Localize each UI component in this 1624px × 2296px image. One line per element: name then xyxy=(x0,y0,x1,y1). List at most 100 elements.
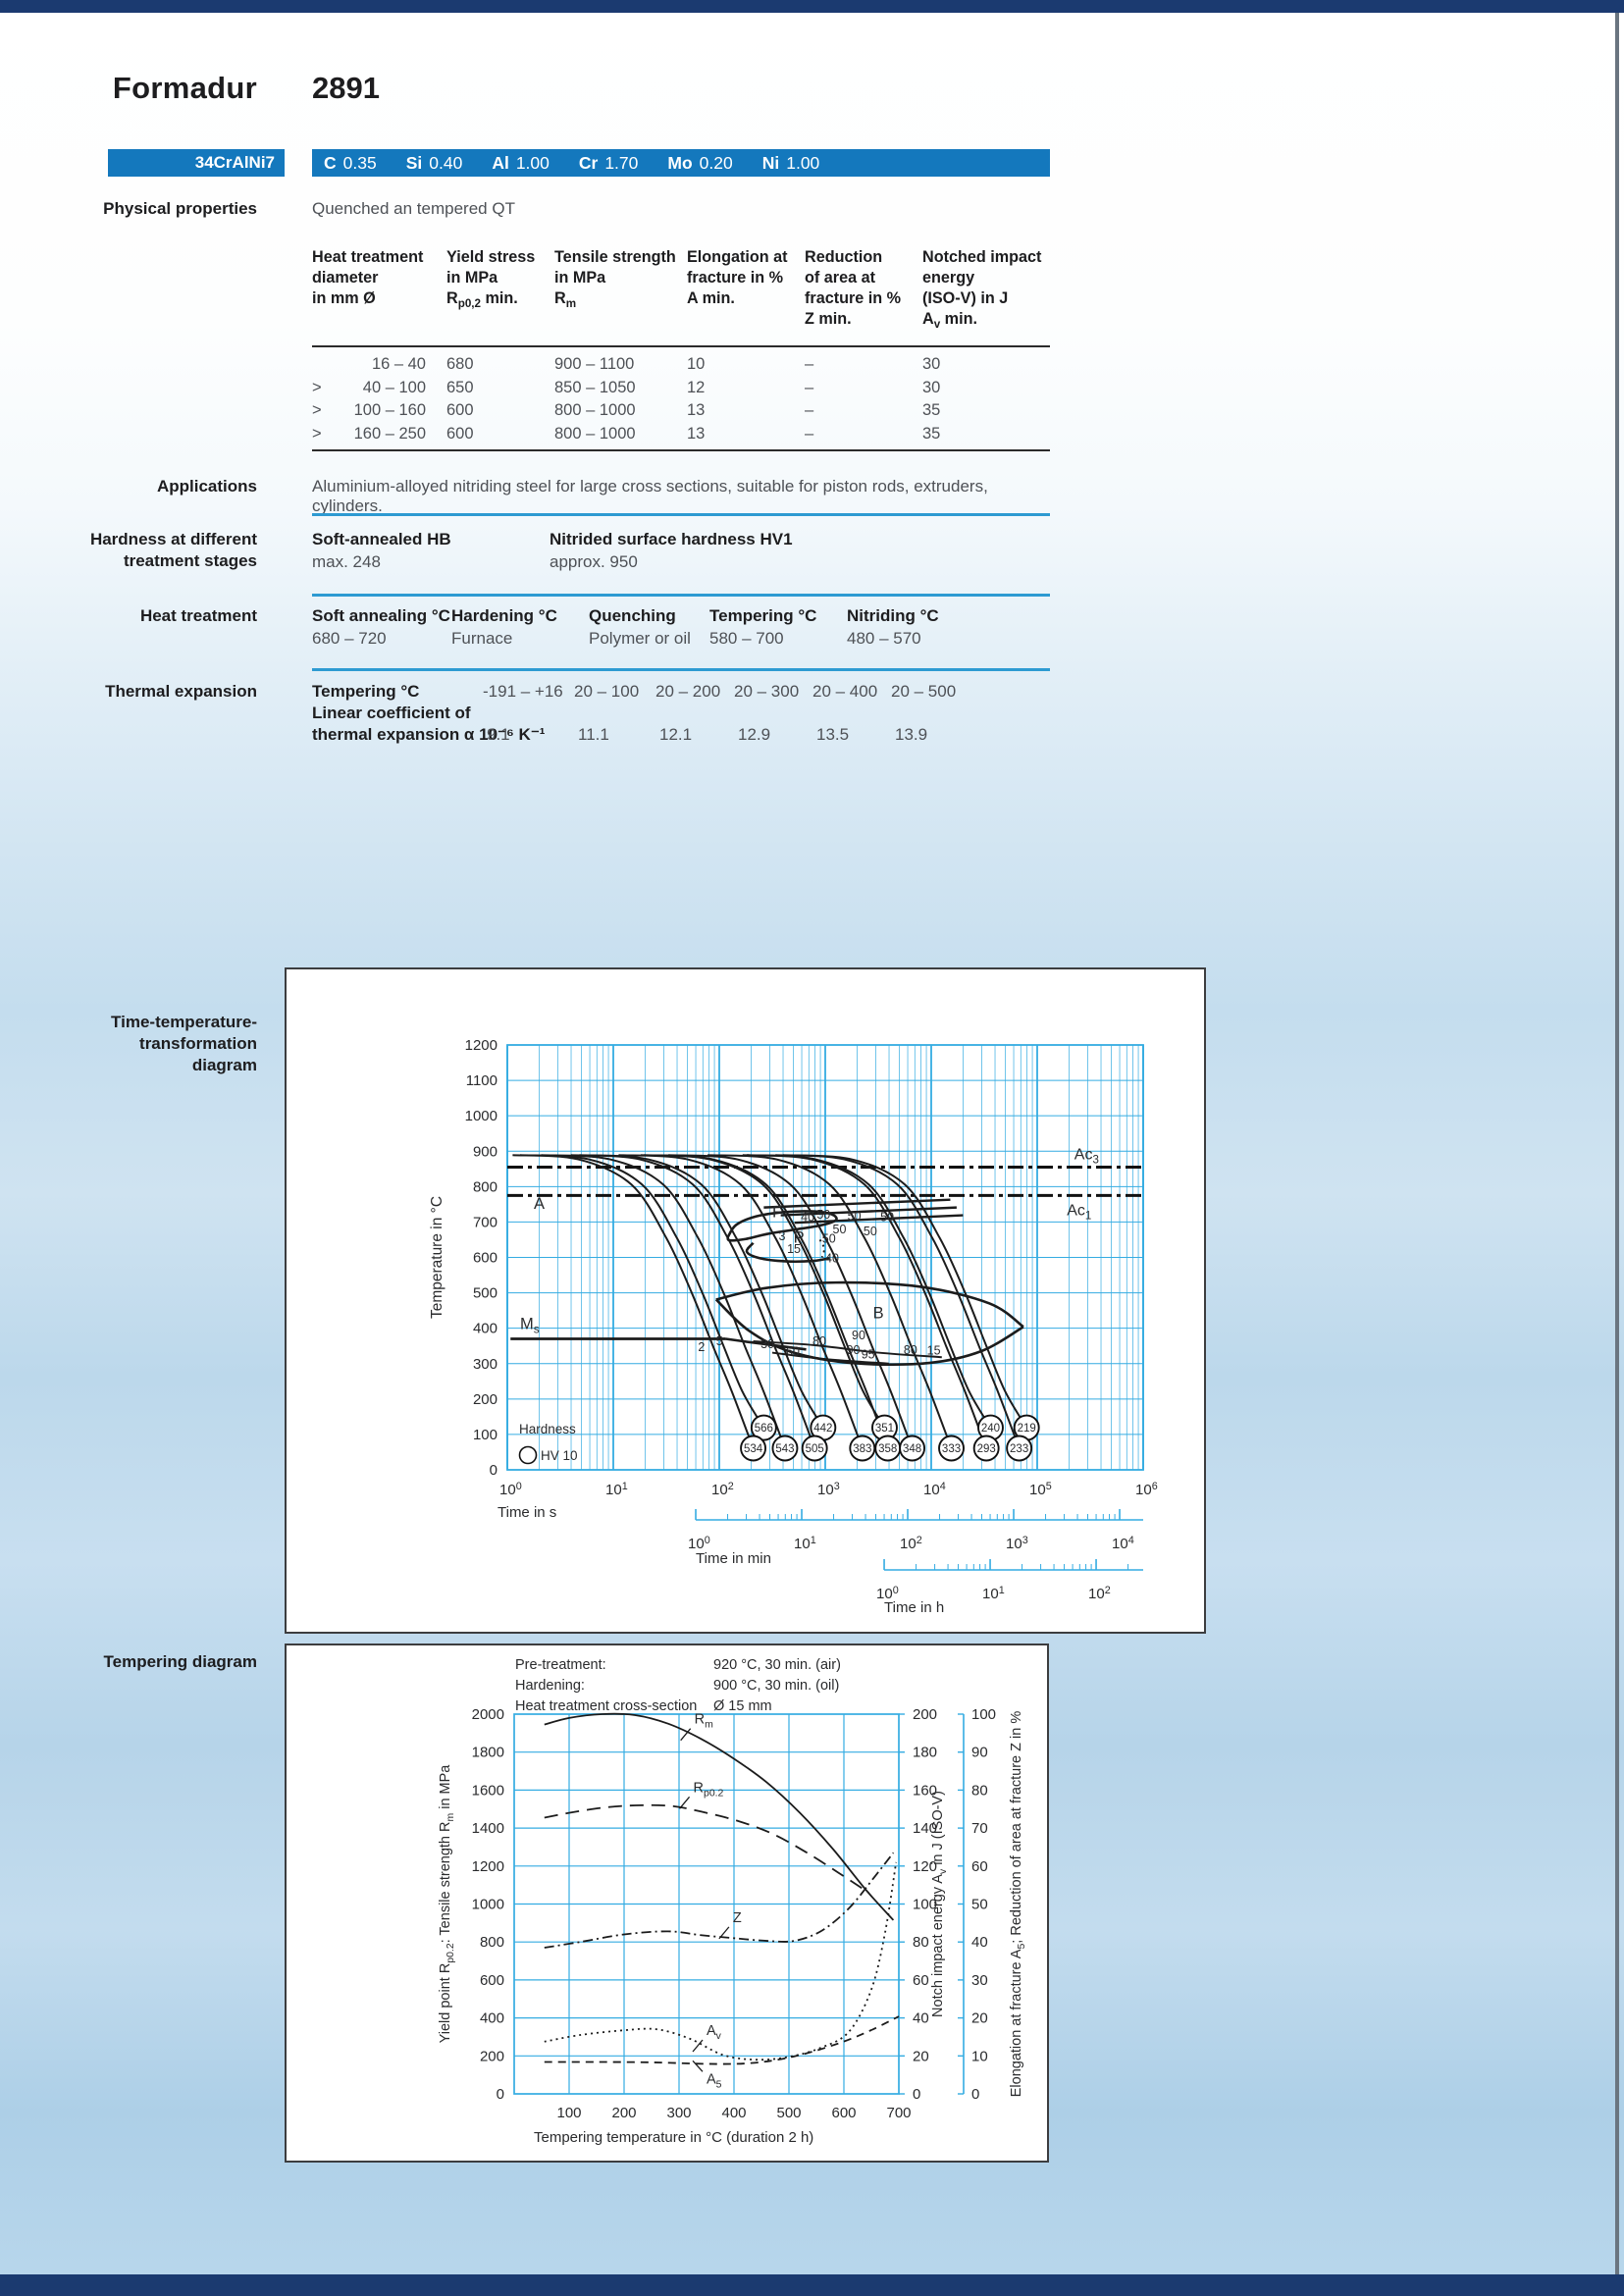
svg-text:0: 0 xyxy=(497,2086,504,2103)
tempering-curves xyxy=(544,1712,900,2065)
column-value: Furnace xyxy=(451,629,513,648)
svg-text:5: 5 xyxy=(716,1334,723,1348)
svg-text:F: F xyxy=(772,1204,782,1222)
applications-text: Aluminium-alloyed nitriding steel for la… xyxy=(312,477,988,515)
thermal-value: 9.1 xyxy=(487,725,510,744)
svg-text:500: 500 xyxy=(776,2105,801,2121)
svg-text:358: 358 xyxy=(878,1443,897,1455)
svg-text:P: P xyxy=(794,1229,805,1247)
svg-text:104: 104 xyxy=(1112,1535,1134,1552)
brand-title: Formadur xyxy=(112,71,257,105)
svg-text:1000: 1000 xyxy=(465,1108,498,1124)
svg-text:15: 15 xyxy=(787,1242,801,1256)
svg-text:200: 200 xyxy=(913,1706,937,1723)
tempering-mid-axis: 0 20 40 60 80 100 120 140 160 180 200 Notch impact … xyxy=(899,1706,949,2103)
ttt-ref-lines: Ac3 Ac1 xyxy=(507,1146,1143,1222)
svg-text:50: 50 xyxy=(864,1225,877,1238)
section-label-hardness-2: treatment stages xyxy=(123,551,257,570)
svg-text:920 °C, 30 min. (air): 920 °C, 30 min. (air) xyxy=(713,1657,841,1673)
column-value: max. 248 xyxy=(312,552,381,571)
table-cell: 30 xyxy=(922,355,941,373)
composition-item: Cr 1.70 xyxy=(578,152,639,173)
svg-text:Z: Z xyxy=(733,1910,742,1926)
svg-text:90: 90 xyxy=(847,1343,861,1357)
table-cell: 680 xyxy=(446,355,474,373)
svg-text:Yield point Rp0.2: Tensile str: Yield point Rp0.2: Tensile strength Rm i… xyxy=(438,1764,456,2044)
svg-text:80: 80 xyxy=(904,1343,917,1357)
table-cell: 900 – 1100 xyxy=(554,355,635,373)
svg-text:100: 100 xyxy=(971,1706,996,1723)
table-cell: 16 – 40 xyxy=(371,355,426,373)
tempering-x-axis: 100 200 300 400 500 600 700 Tempering temperatu… xyxy=(534,2105,912,2146)
ttt-hardness-circles: 566 442 351 240 219 534 543 505 383 358 348 333 293 2… xyxy=(740,1414,1040,1462)
svg-text:70: 70 xyxy=(971,1820,988,1837)
thermal-value: 13.9 xyxy=(895,725,928,744)
svg-text:106: 106 xyxy=(1135,1481,1158,1498)
svg-text:300: 300 xyxy=(666,2105,691,2121)
svg-text:1200: 1200 xyxy=(472,1858,504,1875)
svg-text:400: 400 xyxy=(473,1321,498,1337)
svg-text:233: 233 xyxy=(1010,1443,1028,1455)
table-cell: 600 xyxy=(446,401,474,419)
svg-text:101: 101 xyxy=(794,1535,816,1552)
designation-badge: 34CrAlNi7 xyxy=(108,149,285,177)
svg-text:105: 105 xyxy=(1029,1481,1052,1498)
column-title: Nitriding °C xyxy=(847,606,939,625)
svg-text:900 °C, 30 min. (oil): 900 °C, 30 min. (oil) xyxy=(713,1678,839,1694)
svg-text:103: 103 xyxy=(1006,1535,1028,1552)
svg-text:Tempering temperature in °C (d: Tempering temperature in °C (duration 2 … xyxy=(534,2129,813,2146)
table-cell: 800 – 1000 xyxy=(554,424,636,443)
svg-text:90: 90 xyxy=(971,1745,988,1761)
svg-text:800: 800 xyxy=(480,1934,504,1951)
svg-text:100: 100 xyxy=(556,2105,581,2121)
composition-item: Si 0.40 xyxy=(405,152,463,173)
svg-text:Ms: Ms xyxy=(520,1315,540,1335)
svg-text:100: 100 xyxy=(688,1535,710,1552)
svg-text:Rp0.2: Rp0.2 xyxy=(694,1780,724,1799)
svg-text:A: A xyxy=(534,1195,545,1213)
thermal-range: 20 – 500 xyxy=(891,682,957,701)
tempering-right-axis: 0 10 20 30 40 50 60 70 80 90 100 Elongation at frac… xyxy=(958,1706,1027,2103)
svg-text:2: 2 xyxy=(698,1340,705,1354)
svg-text:600: 600 xyxy=(831,2105,856,2121)
properties-table-header: Heat treatment diameter in mm Ø Yield stre… xyxy=(312,247,1050,343)
svg-text:Hardening:: Hardening: xyxy=(515,1678,585,1694)
svg-text:HV 10: HV 10 xyxy=(541,1448,578,1463)
svg-text:333: 333 xyxy=(942,1443,961,1455)
svg-text:Heat treatment cross-section: Heat treatment cross-section xyxy=(515,1698,697,1714)
table-column-header: Elongation at fracture in % A min. xyxy=(687,248,788,307)
svg-text:100: 100 xyxy=(913,1897,937,1913)
column-title: Tempering °C xyxy=(709,606,817,625)
table-column-header: Tensile strength in MPa Rm xyxy=(554,248,676,311)
table-column-header: Reduction of area at fracture in % Z min. xyxy=(805,248,902,328)
composition-item: Ni 1.00 xyxy=(761,152,820,173)
svg-text:200: 200 xyxy=(480,2048,504,2064)
ttt-diagram-panel: 0 100 200 300 400 500 600 700 800 900 1000 1100 1200… xyxy=(285,967,1206,1634)
table-cell: 850 – 1050 xyxy=(554,378,636,396)
table-cell: 13 xyxy=(687,401,706,419)
thermal-row-sub2: thermal expansion α 10⁻⁶ K⁻¹ xyxy=(312,725,546,744)
thermal-row-title: Tempering °C xyxy=(312,682,420,701)
svg-text:348: 348 xyxy=(903,1443,921,1455)
section-label-applications: Applications xyxy=(156,477,257,496)
svg-text:50: 50 xyxy=(816,1208,830,1222)
svg-text:400: 400 xyxy=(721,2105,746,2121)
svg-text:Hardness: Hardness xyxy=(519,1422,576,1436)
table-bottom-rule xyxy=(312,449,1050,451)
ttt-diagram-svg: 0100200300400500600700800900100011001200… xyxy=(429,1037,1158,1616)
svg-text:351: 351 xyxy=(875,1423,894,1435)
section-rule xyxy=(312,594,1050,597)
svg-text:240: 240 xyxy=(981,1423,1000,1435)
column-title: Quenching xyxy=(589,606,676,625)
column-value: 680 – 720 xyxy=(312,629,387,648)
column-title: Soft-annealed HB xyxy=(312,530,451,548)
column-title: Nitrided surface hardness HV1 xyxy=(550,530,793,548)
svg-text:60: 60 xyxy=(971,1858,988,1875)
svg-text:700: 700 xyxy=(886,2105,911,2121)
svg-text:600: 600 xyxy=(473,1250,498,1267)
thermal-row-sub1: Linear coefficient of xyxy=(312,704,471,722)
svg-text:80: 80 xyxy=(812,1334,826,1348)
table-cell: 650 xyxy=(446,378,474,396)
column-value: 480 – 570 xyxy=(847,629,921,648)
svg-text:534: 534 xyxy=(744,1443,763,1455)
